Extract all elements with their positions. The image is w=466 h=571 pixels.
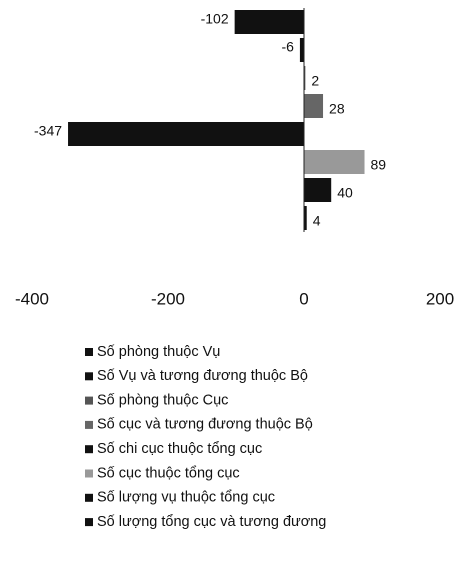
bar (68, 122, 304, 146)
value-label: 2 (311, 73, 319, 89)
x-tick-label: 0 (299, 289, 308, 308)
value-label: 40 (337, 185, 353, 201)
x-tick-label: 200 (426, 289, 454, 308)
x-tick-label: -400 (15, 289, 49, 308)
legend-swatch (85, 420, 93, 429)
legend-label: Số cục và tương đương thuộc Bộ (97, 417, 313, 433)
bar (304, 66, 306, 90)
bar (304, 94, 324, 118)
legend-swatch (85, 348, 93, 356)
legend-swatch (85, 469, 93, 478)
legend-swatch (85, 372, 93, 381)
legend-label: Số lượng vụ thuộc tổng cục (97, 490, 275, 506)
x-tick-label: -200 (151, 289, 185, 308)
value-label: 4 (313, 213, 321, 229)
bar (304, 206, 307, 230)
legend-label: Số Vụ và tương đương thuộc Bộ (97, 368, 308, 384)
legend-swatch (85, 493, 93, 502)
bar (234, 10, 304, 34)
bar (299, 38, 304, 62)
legend-label: Số phòng thuộc Cục (97, 392, 228, 408)
value-label: 89 (371, 157, 387, 173)
value-label: 28 (329, 101, 345, 117)
legend-swatch (85, 396, 93, 405)
value-label: -102 (201, 11, 229, 27)
legend-swatch (85, 518, 93, 527)
legend-label: Số phòng thuộc Vụ (97, 344, 220, 360)
legend-swatch (85, 445, 93, 454)
value-label: -347 (34, 123, 62, 139)
bar (304, 178, 332, 202)
legend-label: Số cục thuộc tổng cục (97, 465, 240, 481)
bar (304, 150, 365, 174)
value-label: -6 (281, 39, 294, 55)
legend-label: Số chi cục thuộc tổng cục (97, 441, 262, 457)
legend-label: Số lượng tổng cục và tương đương (97, 514, 326, 530)
